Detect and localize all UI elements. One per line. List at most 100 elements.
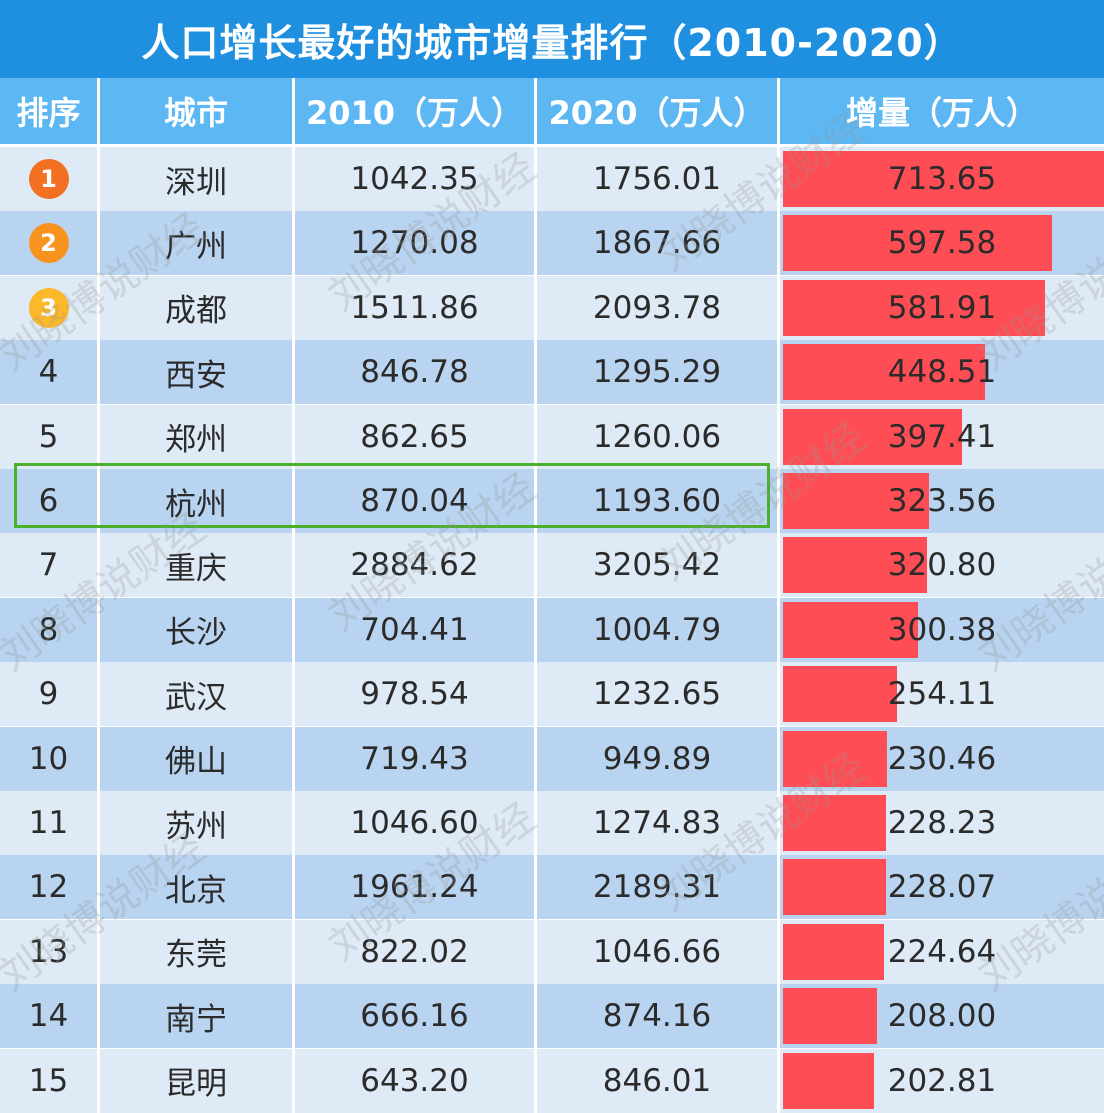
- increase-label: 208.00: [887, 998, 997, 1035]
- value-2020-cell: 1004.79: [537, 597, 780, 662]
- rank-cell: 2: [0, 211, 100, 276]
- city-cell: 东莞: [100, 919, 295, 984]
- value-2020-cell: 874.16: [537, 984, 780, 1049]
- city-cell: 西安: [100, 340, 295, 405]
- table-row: 8 长沙 704.41 1004.79 300.38: [0, 597, 1104, 662]
- rank-cell: 14: [0, 984, 100, 1049]
- increase-label: 597.58: [887, 225, 997, 262]
- city-cell: 深圳: [100, 147, 295, 211]
- city-cell: 苏州: [100, 791, 295, 855]
- table-row: 7 重庆 2884.62 3205.42 320.80: [0, 533, 1104, 598]
- increase-bar: [783, 923, 884, 980]
- city-cell: 郑州: [100, 404, 295, 469]
- value-2010-cell: 1046.60: [295, 791, 537, 855]
- increase-cell: 224.64: [780, 920, 1104, 984]
- increase-bar: [783, 473, 929, 529]
- increase-bar: [783, 215, 1052, 272]
- value-2010-cell: 1270.08: [295, 211, 537, 276]
- header-city: 城市: [100, 78, 295, 144]
- value-2010-cell: 719.43: [295, 726, 537, 791]
- increase-cell: 581.91: [780, 276, 1104, 340]
- increase-cell: 228.23: [780, 791, 1104, 855]
- value-2020-cell: 1295.29: [537, 340, 780, 405]
- increase-bar: [783, 601, 918, 658]
- rank-cell: 3: [0, 275, 100, 340]
- table-header: 排序 城市 2010（万人） 2020（万人） 增量（万人）: [0, 78, 1104, 144]
- increase-cell: 208.00: [780, 984, 1104, 1048]
- table-row: 14 南宁 666.16 874.16 208.00: [0, 984, 1104, 1049]
- increase-bar: [783, 795, 886, 851]
- table-row: 6 杭州 870.04 1193.60 323.56: [0, 469, 1104, 533]
- rank-cell: 6: [0, 469, 100, 533]
- value-2020-cell: 1867.66: [537, 211, 780, 276]
- city-cell: 昆明: [100, 1048, 295, 1113]
- city-cell: 广州: [100, 211, 295, 276]
- value-2020-cell: 949.89: [537, 726, 780, 791]
- increase-bar: [783, 666, 897, 723]
- city-cell: 杭州: [100, 469, 295, 533]
- city-cell: 武汉: [100, 662, 295, 727]
- rank-cell: 4: [0, 340, 100, 405]
- rank-medal-icon: 2: [28, 223, 69, 264]
- increase-label: 323.56: [887, 483, 997, 519]
- table-row: 11 苏州 1046.60 1274.83 228.23: [0, 791, 1104, 855]
- value-2020-cell: 846.01: [537, 1048, 780, 1113]
- header-2010: 2010（万人）: [295, 78, 537, 144]
- increase-cell: 320.80: [780, 533, 1104, 597]
- value-2010-cell: 643.20: [295, 1048, 537, 1113]
- value-2010-cell: 978.54: [295, 662, 537, 727]
- rank-cell: 5: [0, 404, 100, 469]
- city-cell: 佛山: [100, 726, 295, 791]
- increase-label: 320.80: [887, 547, 997, 584]
- increase-cell: 397.41: [780, 405, 1104, 469]
- increase-label: 202.81: [887, 1062, 997, 1099]
- table-row: 5 郑州 862.65 1260.06 397.41: [0, 404, 1104, 469]
- page-title: 人口增长最好的城市增量排行（2010-2020）: [0, 0, 1104, 78]
- increase-cell: 230.46: [780, 727, 1104, 791]
- increase-label: 581.91: [887, 289, 997, 326]
- increase-label: 228.23: [887, 805, 997, 841]
- table-row: 12 北京 1961.24 2189.31 228.07: [0, 855, 1104, 920]
- value-2020-cell: 1260.06: [537, 404, 780, 469]
- increase-cell: 254.11: [780, 662, 1104, 726]
- increase-bar: [783, 279, 1045, 336]
- increase-label: 224.64: [887, 933, 997, 970]
- header-rank: 排序: [0, 78, 100, 144]
- header-increase: 增量（万人）: [845, 94, 1038, 132]
- increase-cell: 323.56: [780, 469, 1104, 533]
- header-2020: 2020（万人）: [537, 78, 780, 144]
- table-row: 4 西安 846.78 1295.29 448.51: [0, 340, 1104, 405]
- city-cell: 北京: [100, 855, 295, 920]
- increase-cell: 448.51: [780, 340, 1104, 404]
- city-cell: 南宁: [100, 984, 295, 1049]
- increase-bar: [783, 151, 1104, 207]
- value-2020-cell: 1046.66: [537, 919, 780, 984]
- value-2020-cell: 1274.83: [537, 791, 780, 855]
- table-row: 1 深圳 1042.35 1756.01 713.65: [0, 147, 1104, 211]
- increase-bar: [783, 408, 962, 465]
- increase-bar: [783, 730, 887, 787]
- value-2010-cell: 2884.62: [295, 533, 537, 598]
- increase-bar: [783, 344, 985, 401]
- rank-cell: 1: [0, 147, 100, 211]
- increase-cell: 202.81: [780, 1049, 1104, 1113]
- rank-medal-icon: 1: [28, 159, 69, 199]
- value-2010-cell: 666.16: [295, 984, 537, 1049]
- table-row: 15 昆明 643.20 846.01 202.81: [0, 1048, 1104, 1113]
- city-cell: 成都: [100, 275, 295, 340]
- rank-cell: 13: [0, 919, 100, 984]
- city-cell: 重庆: [100, 533, 295, 598]
- table-row: 9 武汉 978.54 1232.65 254.11: [0, 662, 1104, 727]
- rank-cell: 15: [0, 1048, 100, 1113]
- table-row: 2 广州 1270.08 1867.66 597.58: [0, 211, 1104, 276]
- increase-bar: [783, 859, 886, 916]
- value-2020-cell: 3205.42: [537, 533, 780, 598]
- table-row: 10 佛山 719.43 949.89 230.46: [0, 726, 1104, 791]
- value-2010-cell: 704.41: [295, 597, 537, 662]
- value-2010-cell: 846.78: [295, 340, 537, 405]
- increase-label: 254.11: [887, 676, 997, 713]
- ranking-table: 排序 城市 2010（万人） 2020（万人） 增量（万人） 1 深圳 1042.3…: [0, 78, 1104, 1113]
- table-row: 13 东莞 822.02 1046.66 224.64: [0, 919, 1104, 984]
- value-2010-cell: 862.65: [295, 404, 537, 469]
- value-2010-cell: 1042.35: [295, 147, 537, 211]
